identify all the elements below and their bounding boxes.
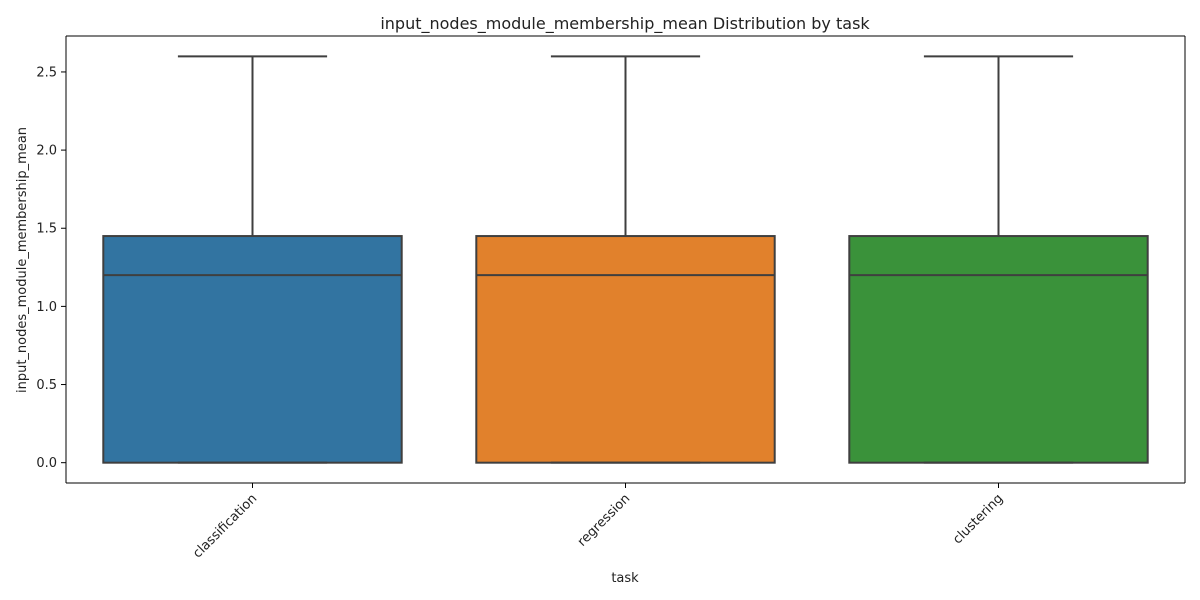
x-tick-label: regression	[575, 491, 633, 549]
y-axis-label: input_nodes_module_membership_mean	[15, 127, 30, 393]
box-regression	[475, 55, 776, 464]
iqr-box	[475, 235, 776, 464]
box-clustering	[848, 55, 1149, 464]
x-tick-label: classification	[190, 491, 260, 561]
x-axis: classification regression clustering	[66, 482, 1185, 561]
y-tick-label: 2.5	[36, 65, 57, 80]
box-classification	[102, 55, 403, 464]
x-tick-label: clustering	[950, 491, 1006, 547]
chart-title: input_nodes_module_membership_mean Distr…	[380, 14, 870, 34]
y-tick-label: 0.0	[36, 456, 57, 471]
x-axis-label: task	[611, 571, 639, 586]
plot-area	[66, 35, 1186, 483]
y-tick-label: 1.5	[36, 222, 57, 237]
y-axis: 0.0 0.5 1.0 1.5 2.0 2.5	[36, 36, 67, 483]
y-tick-label: 1.0	[36, 300, 57, 315]
iqr-box	[102, 235, 403, 464]
y-tick-label: 2.0	[36, 144, 57, 159]
y-tick-label: 0.5	[36, 378, 57, 393]
iqr-box	[848, 235, 1149, 464]
